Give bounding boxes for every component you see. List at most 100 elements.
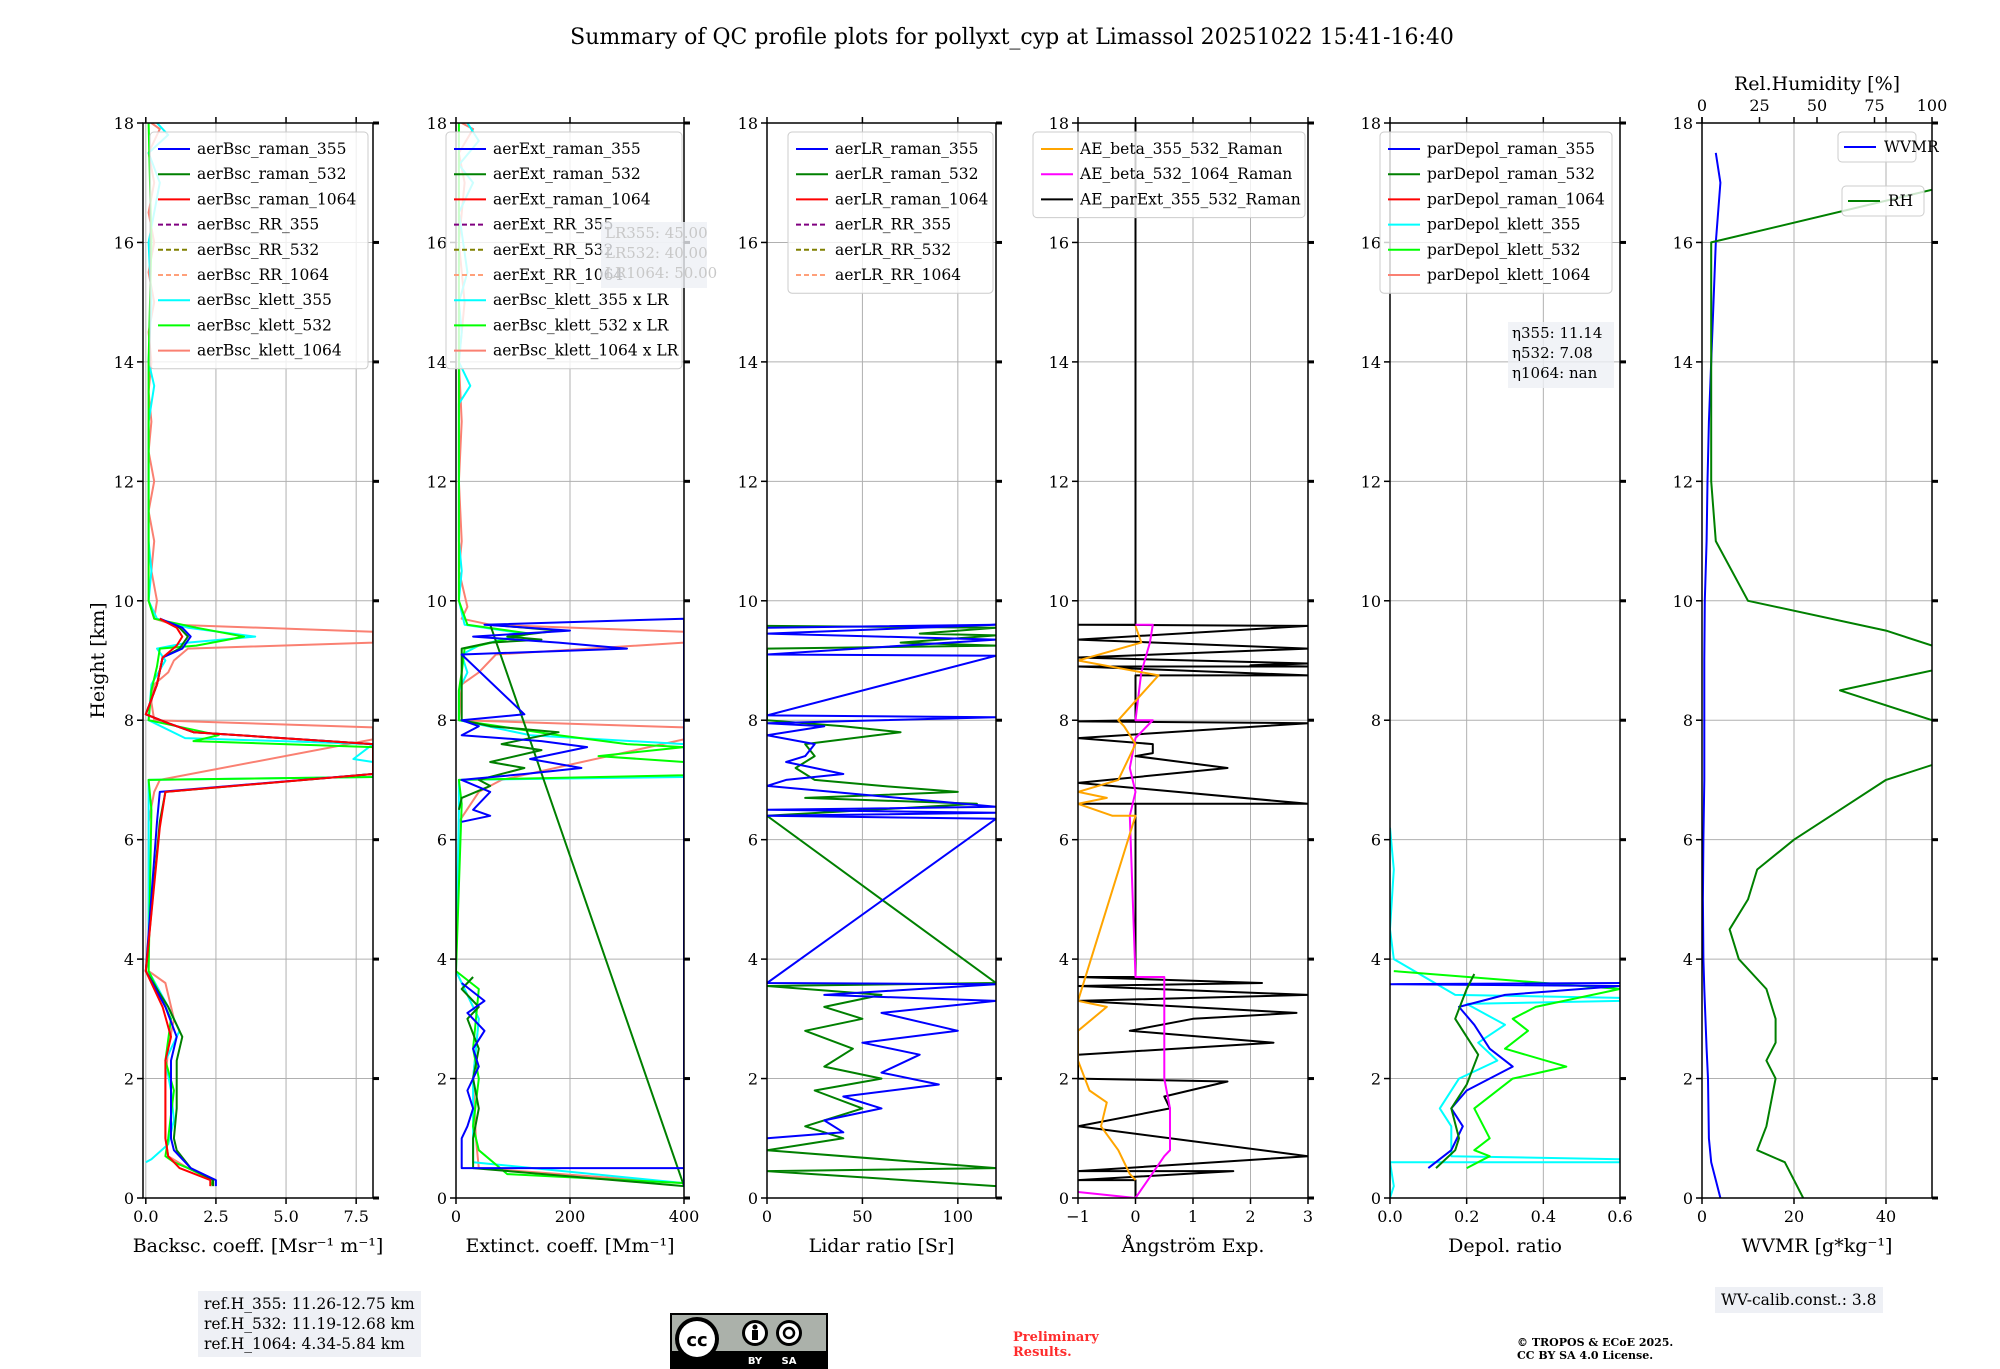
series-line-AE_beta_355_532_Raman [1078, 625, 1160, 1181]
panel-backscatter: 0.0 2.5 5.0 7.5 0 2 4 6 8 10 12 14 16 18 Backsc. coeff… [87, 114, 383, 1257]
legend-box [787, 131, 994, 294]
y-axis-label: Height [km] [87, 602, 109, 718]
y-tick-label: 14 [427, 353, 447, 372]
legend-label: aerBsc_raman_1064 [197, 190, 357, 208]
y-tick-label: 16 [1673, 233, 1693, 252]
y-tick-label: 6 [1371, 831, 1381, 850]
series-line-aerExt_raman_355 [460, 617, 684, 1188]
y-tick-label: 14 [114, 353, 134, 372]
ref-height-1064: ref.H_1064: 4.34-5.84 km [204, 1335, 405, 1353]
by-label: BY [748, 1356, 763, 1367]
y-tick-label: 0 [124, 1189, 134, 1208]
x-tick-label: 7.5 [343, 1207, 368, 1226]
legend-label: AE_beta_532_1064_Raman [1079, 165, 1292, 183]
ref-height-532: ref.H_532: 11.19-12.68 km [204, 1315, 415, 1333]
panel-extinction: 0 200 400 0 2 4 6 8 10 12 14 16 18 Extinct. coeff. [M… [427, 114, 718, 1257]
axes-frame [766, 122, 997, 1199]
y-tick-label: 0 [1683, 1189, 1693, 1208]
x-tick-label: 0.4 [1531, 1207, 1556, 1226]
y-tick-label: 6 [748, 831, 758, 850]
series-line-aerLR_raman_532 [767, 624, 996, 1188]
cc-circle-inner [679, 1321, 715, 1357]
y-tick-label: 10 [738, 592, 758, 611]
legend-label: parDepol_raman_355 [1427, 140, 1595, 158]
y-tick-label: 0 [1371, 1189, 1381, 1208]
legend-label: aerBsc_RR_532 [197, 241, 319, 259]
x-tick-label: 400 [669, 1207, 700, 1226]
legend-label: aerBsc_RR_355 [197, 216, 319, 234]
legend-label: aerLR_raman_532 [835, 165, 978, 183]
legend-label: aerBsc_klett_532 [197, 316, 332, 334]
y-tick-label: 10 [1361, 592, 1381, 611]
y-tick-label: 0 [1059, 1189, 1069, 1208]
legend-label: RH [1888, 192, 1913, 210]
y-tick-label: 12 [114, 472, 134, 491]
x-tick-label: 100 [943, 1207, 974, 1226]
reference-height-box: ref.H_355: 11.26-12.75 km ref.H_532: 11.… [198, 1291, 421, 1357]
y-tick-label: 12 [1673, 472, 1693, 491]
legend-label: aerLR_RR_355 [835, 216, 951, 234]
series-group [1390, 827, 1620, 1198]
legend-box-wvmr [1837, 131, 1917, 163]
annotation-box [601, 222, 707, 288]
legend-label: parDepol_klett_355 [1427, 216, 1580, 234]
legend-label: AE_parExt_355_532_Raman [1079, 190, 1301, 208]
y-tick-label: 6 [124, 831, 134, 850]
cc-label: cc [686, 1330, 707, 1351]
y-tick-label: 10 [114, 592, 134, 611]
panel-lidar_ratio: 0 50 100 0 2 4 6 8 10 12 14 16 18 Lidar ratio [Sr] aer… [738, 114, 1002, 1257]
x-tick-label: 0 [1130, 1207, 1140, 1226]
legend-label: aerBsc_klett_355 x LR [493, 291, 670, 309]
x-tick-label: 20 [1784, 1207, 1804, 1226]
preliminary-results-note: Preliminary Results. [1013, 1330, 1099, 1360]
y-tick-label: 16 [114, 233, 134, 252]
legend-label: aerBsc_klett_1064 [197, 342, 342, 360]
y-tick-label: 2 [124, 1070, 134, 1089]
y-tick-label: 18 [114, 114, 134, 133]
y-tick-label: 8 [748, 711, 758, 730]
legend-label: aerLR_RR_532 [835, 241, 951, 259]
x-tick-label: 200 [555, 1207, 586, 1226]
ref-height-355: ref.H_355: 11.26-12.75 km [204, 1295, 415, 1313]
y-tick-label: 14 [1049, 353, 1069, 372]
series-line-aerBsc_raman_1064 [144, 617, 373, 1187]
y-tick-label: 12 [427, 472, 447, 491]
panel-depol: 0.0 0.2 0.4 0.6 0 2 4 6 8 10 12 14 16 18 Depol. ratio p… [1361, 114, 1633, 1257]
preliminary-line-2: Results. [1013, 1345, 1072, 1360]
x-tick-label: 0 [762, 1207, 772, 1226]
copyright-line-1: © TROPOS & ECoE 2025. [1517, 1336, 1674, 1349]
y-tick-label: 2 [1683, 1070, 1693, 1089]
series-line-parDepol_raman_355 [1390, 982, 1620, 1169]
y-tick-label: 8 [1683, 711, 1693, 730]
y-tick-label: 10 [1049, 592, 1069, 611]
legend-label: AE_beta_355_532_Raman [1079, 140, 1282, 158]
sa-label: SA [782, 1356, 797, 1367]
y-tick-label: 8 [437, 711, 447, 730]
y-tick-label: 18 [1049, 114, 1069, 133]
legend-label: aerExt_raman_532 [493, 165, 641, 183]
axes-frame [1389, 122, 1621, 1199]
legend-box-rh [1841, 185, 1925, 217]
x-tick-label: −1 [1066, 1207, 1090, 1226]
x-tick-label: 5.0 [273, 1207, 298, 1226]
series-line-aerBsc_raman_532 [144, 617, 373, 1187]
legend-box [1032, 131, 1306, 219]
x-tick-label: 0.0 [1377, 1207, 1402, 1226]
x-tick-label: 0 [1697, 1207, 1707, 1226]
legend-label: parDepol_klett_532 [1427, 241, 1580, 259]
sa-icon-inner [779, 1323, 799, 1343]
top-axis-label: Rel.Humidity [%] [1734, 73, 1900, 95]
y-tick-label: 14 [738, 353, 758, 372]
x-axis-label: WVMR [g*kg⁻¹] [1742, 1235, 1893, 1257]
legend-label: parDepol_raman_532 [1427, 165, 1595, 183]
x-tick-label: 50 [852, 1207, 872, 1226]
panel-wvmr: 0 20 40 0 2 4 6 8 10 12 14 16 18 WVMR [g*kg⁻¹] 0 25 50 75… [1673, 73, 1948, 1257]
series-line-parDepol_raman_532 [1435, 973, 1480, 1169]
series-line-WVMR [1702, 152, 1722, 1198]
series-line-aerLR_raman_355 [767, 623, 996, 1140]
legend-label: aerLR_raman_1064 [835, 190, 988, 208]
y-tick-label: 6 [1059, 831, 1069, 850]
wv-calibration-box: WV-calib.const.: 3.8 [1715, 1287, 1883, 1313]
